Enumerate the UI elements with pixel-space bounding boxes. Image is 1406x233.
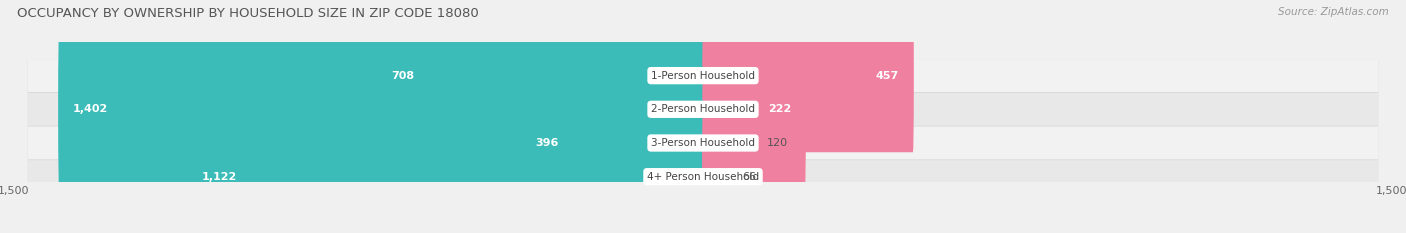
FancyBboxPatch shape (702, 33, 806, 186)
FancyBboxPatch shape (187, 100, 704, 233)
FancyBboxPatch shape (702, 0, 914, 152)
FancyBboxPatch shape (28, 93, 1378, 127)
FancyBboxPatch shape (28, 127, 1378, 160)
FancyBboxPatch shape (702, 100, 734, 233)
Text: 222: 222 (768, 104, 792, 114)
Text: 1,402: 1,402 (73, 104, 108, 114)
Text: 457: 457 (876, 71, 898, 81)
Text: 4+ Person Household: 4+ Person Household (647, 172, 759, 182)
FancyBboxPatch shape (702, 66, 759, 220)
FancyBboxPatch shape (520, 66, 704, 220)
FancyBboxPatch shape (28, 127, 1378, 160)
Text: 1,122: 1,122 (201, 172, 236, 182)
Text: 3-Person Household: 3-Person Household (651, 138, 755, 148)
FancyBboxPatch shape (58, 33, 704, 186)
FancyBboxPatch shape (28, 59, 1378, 92)
Text: OCCUPANCY BY OWNERSHIP BY HOUSEHOLD SIZE IN ZIP CODE 18080: OCCUPANCY BY OWNERSHIP BY HOUSEHOLD SIZE… (17, 7, 478, 20)
Text: 120: 120 (768, 138, 789, 148)
Text: Source: ZipAtlas.com: Source: ZipAtlas.com (1278, 7, 1389, 17)
Text: 2-Person Household: 2-Person Household (651, 104, 755, 114)
Text: 708: 708 (392, 71, 415, 81)
Text: 66: 66 (742, 172, 756, 182)
FancyBboxPatch shape (28, 93, 1378, 126)
Text: 396: 396 (534, 138, 558, 148)
FancyBboxPatch shape (28, 160, 1378, 193)
FancyBboxPatch shape (28, 59, 1378, 93)
FancyBboxPatch shape (28, 160, 1378, 194)
Text: 1-Person Household: 1-Person Household (651, 71, 755, 81)
FancyBboxPatch shape (377, 0, 704, 152)
